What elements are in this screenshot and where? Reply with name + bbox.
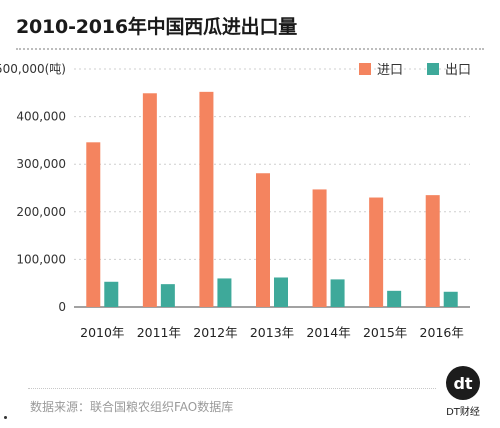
import-bar xyxy=(86,142,101,307)
export-bar xyxy=(443,291,458,307)
x-tick-label: 2016年 xyxy=(420,325,464,340)
source-divider xyxy=(28,388,436,389)
y-tick-label: 0 xyxy=(58,300,66,314)
logo-text: DT财经 xyxy=(446,407,480,418)
title-divider xyxy=(16,48,484,50)
corner-dot xyxy=(4,416,7,419)
legend-swatch-import xyxy=(359,62,371,75)
x-axis-ticks: 2010年 2011年 2012年 2013年 2014年 2015年 2016年 xyxy=(80,325,464,340)
x-tick-label: 2010年 xyxy=(80,325,124,340)
legend-item-export: 出口 xyxy=(427,59,471,78)
gridlines xyxy=(74,68,470,308)
x-tick-label: 2013年 xyxy=(250,325,294,340)
export-bar xyxy=(387,290,402,307)
export-bar xyxy=(160,284,175,307)
export-bar xyxy=(217,278,232,307)
chart-title: 2010-2016年中国西瓜进出口量 xyxy=(16,16,298,38)
logo-mark: dt xyxy=(446,366,480,400)
import-bar xyxy=(256,173,270,307)
x-tick-label: 2011年 xyxy=(137,325,181,340)
x-tick-label: 2012年 xyxy=(193,325,237,340)
import-bar xyxy=(312,189,327,307)
y-tick-label: 300,000 xyxy=(16,157,66,171)
import-bar xyxy=(369,197,384,307)
legend-label-export: 出口 xyxy=(445,63,472,78)
y-tick-label: 400,000 xyxy=(16,110,66,124)
y-tick-label: 100,000 xyxy=(16,252,66,266)
import-bar xyxy=(142,93,157,307)
export-bar xyxy=(274,277,288,307)
export-bar xyxy=(330,279,345,307)
export-bar xyxy=(104,281,119,307)
y-tick-label: 200,000 xyxy=(16,205,66,219)
import-bar xyxy=(425,195,440,307)
legend-label-import: 进口 xyxy=(377,63,404,78)
bars xyxy=(86,91,458,308)
import-bar xyxy=(199,91,214,308)
y-tick-label: 500,000(吨) xyxy=(0,62,66,76)
source-note: 数据来源：联合国粮农组织FAO数据库 xyxy=(30,400,234,414)
x-tick-label: 2015年 xyxy=(363,325,407,340)
legend-swatch-export xyxy=(427,62,439,75)
y-axis-ticks: 0 100,000 200,000 300,000 400,000 500,000(吨) xyxy=(0,62,66,314)
brand-logo: dt DT财经 xyxy=(440,366,486,418)
legend-item-import: 进口 xyxy=(359,59,403,78)
x-tick-label: 2014年 xyxy=(306,325,350,340)
